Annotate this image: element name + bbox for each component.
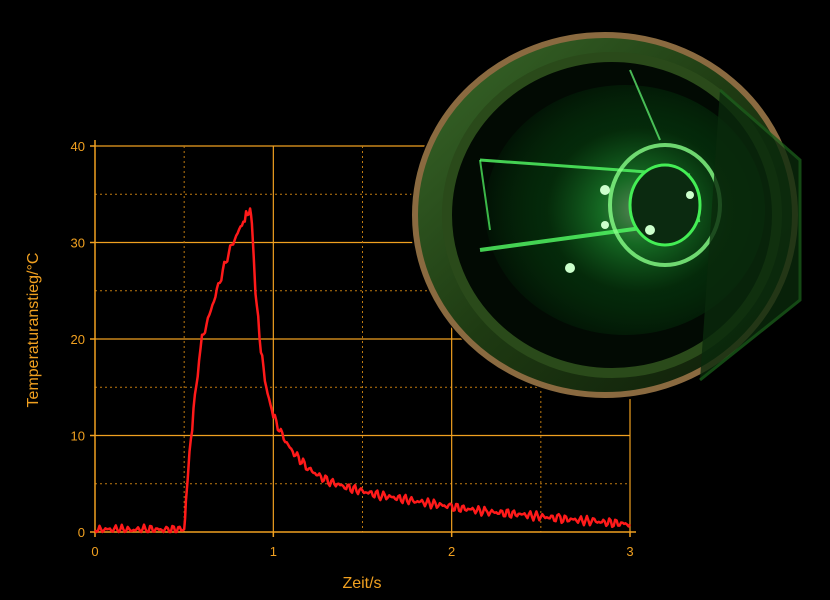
x-axis-title: Zeit/s bbox=[342, 575, 381, 592]
series bbox=[94, 207, 632, 534]
y-tick-label: 10 bbox=[71, 429, 85, 444]
x-tick-label: 0 bbox=[91, 544, 98, 559]
y-tick-label: 30 bbox=[71, 236, 85, 251]
tick-labels: 0 10 20 30 40 0 1 2 3 bbox=[71, 139, 634, 559]
series-line-0 bbox=[94, 207, 632, 534]
y-tick-label: 0 bbox=[78, 525, 85, 540]
x-tick-label: 3 bbox=[626, 544, 633, 559]
y-tick-label: 20 bbox=[71, 332, 85, 347]
axes bbox=[90, 140, 636, 537]
y-tick-label: 40 bbox=[71, 139, 85, 154]
y-axis-title: Temperaturanstieg/°C bbox=[25, 253, 42, 408]
x-tick-label: 1 bbox=[270, 544, 277, 559]
x-tick-label: 2 bbox=[448, 544, 455, 559]
laser-optics-photo bbox=[410, 30, 810, 400]
